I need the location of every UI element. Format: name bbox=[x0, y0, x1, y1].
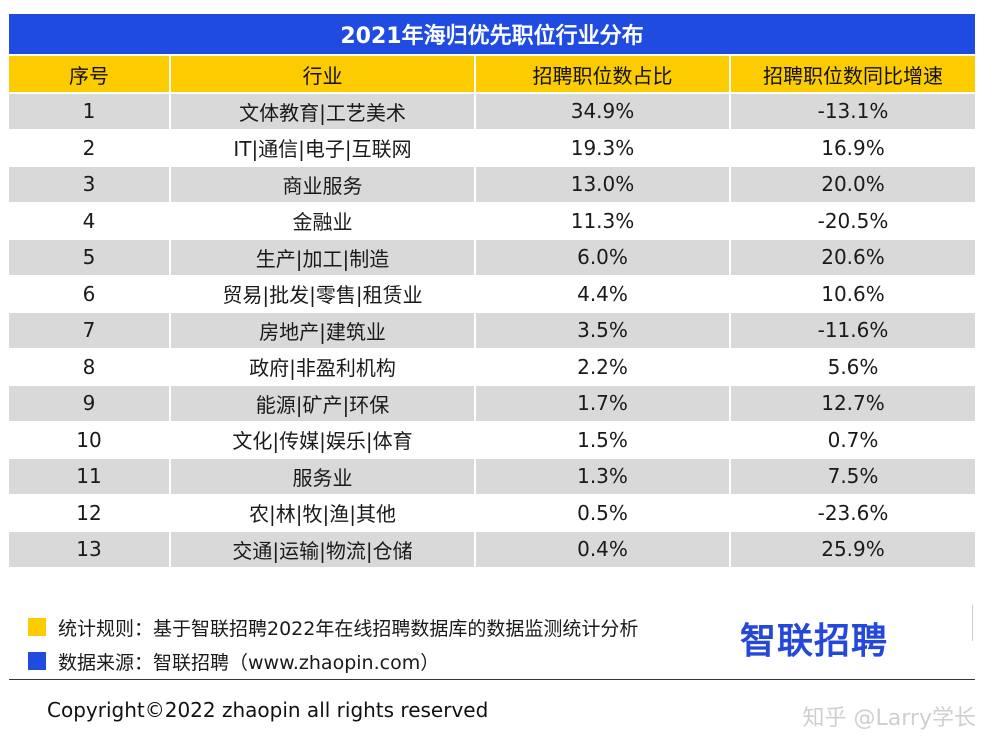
legend-item-rule: 统计规则：基于智联招聘2022年在线招聘数据库的数据监测统计分析 bbox=[28, 610, 638, 644]
header-industry: 行业 bbox=[169, 56, 474, 92]
table-row: 13 交通|运输|物流|仓储 0.4% 25.9% bbox=[9, 532, 975, 567]
industry-table: 序号 行业 招聘职位数占比 招聘职位数同比增速 1 文体教育|工艺美术 34.9% -… bbox=[9, 54, 975, 569]
zhaopin-logo: 智联招聘 bbox=[740, 621, 889, 662]
divider-horizontal bbox=[9, 679, 975, 680]
legend: 统计规则：基于智联招聘2022年在线招聘数据库的数据监测统计分析 数据来源：智联… bbox=[28, 610, 638, 678]
cell-share: 0.4% bbox=[474, 532, 729, 567]
cell-index: 12 bbox=[9, 495, 169, 530]
table-row: 12 农|林|牧|渔|其他 0.5% -23.6% bbox=[9, 495, 975, 530]
cell-share: 3.5% bbox=[474, 313, 729, 348]
cell-share: 2.2% bbox=[474, 349, 729, 384]
cell-index: 3 bbox=[9, 167, 169, 202]
header-index: 序号 bbox=[9, 56, 169, 92]
cell-growth: 16.9% bbox=[729, 130, 975, 165]
cell-index: 6 bbox=[9, 276, 169, 311]
legend-item-source: 数据来源：智联招聘（www.zhaopin.com） bbox=[28, 644, 638, 678]
cell-industry: 金融业 bbox=[169, 203, 474, 238]
cell-growth: 20.6% bbox=[729, 240, 975, 275]
cell-index: 4 bbox=[9, 203, 169, 238]
cell-index: 5 bbox=[9, 240, 169, 275]
cell-industry: 商业服务 bbox=[169, 167, 474, 202]
table-header-row: 序号 行业 招聘职位数占比 招聘职位数同比增速 bbox=[9, 56, 975, 92]
cell-index: 8 bbox=[9, 349, 169, 384]
table-row: 3 商业服务 13.0% 20.0% bbox=[9, 167, 975, 202]
table-row: 4 金融业 11.3% -20.5% bbox=[9, 203, 975, 238]
cell-growth: 12.7% bbox=[729, 386, 975, 421]
cell-index: 2 bbox=[9, 130, 169, 165]
cell-growth: 25.9% bbox=[729, 532, 975, 567]
cell-index: 11 bbox=[9, 459, 169, 494]
cell-growth: 0.7% bbox=[729, 422, 975, 457]
cell-industry: 政府|非盈利机构 bbox=[169, 349, 474, 384]
cell-industry: 房地产|建筑业 bbox=[169, 313, 474, 348]
divider-vertical bbox=[972, 605, 973, 641]
cell-growth: -11.6% bbox=[729, 313, 975, 348]
cell-share: 1.3% bbox=[474, 459, 729, 494]
cell-industry: 文化|传媒|娱乐|体育 bbox=[169, 422, 474, 457]
cell-share: 13.0% bbox=[474, 167, 729, 202]
table-row: 7 房地产|建筑业 3.5% -11.6% bbox=[9, 313, 975, 348]
cell-industry: 文体教育|工艺美术 bbox=[169, 94, 474, 129]
cell-growth: 5.6% bbox=[729, 349, 975, 384]
cell-share: 1.7% bbox=[474, 386, 729, 421]
header-growth: 招聘职位数同比增速 bbox=[729, 56, 975, 92]
watermark: 知乎 @Larry学长 bbox=[802, 706, 976, 731]
copyright-text: Copyright©2022 zhaopin all rights reserv… bbox=[47, 698, 489, 722]
table-row: 1 文体教育|工艺美术 34.9% -13.1% bbox=[9, 94, 975, 129]
legend-source-text: 数据来源：智联招聘（www.zhaopin.com） bbox=[58, 651, 440, 674]
cell-growth: -13.1% bbox=[729, 94, 975, 129]
cell-growth: 20.0% bbox=[729, 167, 975, 202]
table-body: 1 文体教育|工艺美术 34.9% -13.1% 2 IT|通信|电子|互联网 19.3% 1… bbox=[9, 94, 975, 567]
cell-share: 11.3% bbox=[474, 203, 729, 238]
cell-index: 9 bbox=[9, 386, 169, 421]
cell-share: 34.9% bbox=[474, 94, 729, 129]
cell-index: 7 bbox=[9, 313, 169, 348]
cell-industry: 能源|矿产|环保 bbox=[169, 386, 474, 421]
cell-industry: 生产|加工|制造 bbox=[169, 240, 474, 275]
cell-index: 1 bbox=[9, 94, 169, 129]
cell-industry: 服务业 bbox=[169, 459, 474, 494]
cell-growth: 7.5% bbox=[729, 459, 975, 494]
industry-table-card: 2021年海归优先职位行业分布 序号 行业 招聘职位数占比 招聘职位数同比增速 … bbox=[9, 14, 975, 569]
header-share: 招聘职位数占比 bbox=[474, 56, 729, 92]
cell-index: 13 bbox=[9, 532, 169, 567]
cell-industry: IT|通信|电子|互联网 bbox=[169, 130, 474, 165]
table-row: 6 贸易|批发|零售|租赁业 4.4% 10.6% bbox=[9, 276, 975, 311]
cell-share: 0.5% bbox=[474, 495, 729, 530]
cell-industry: 贸易|批发|零售|租赁业 bbox=[169, 276, 474, 311]
table-row: 2 IT|通信|电子|互联网 19.3% 16.9% bbox=[9, 130, 975, 165]
cell-industry: 农|林|牧|渔|其他 bbox=[169, 495, 474, 530]
table-row: 8 政府|非盈利机构 2.2% 5.6% bbox=[9, 349, 975, 384]
table-row: 9 能源|矿产|环保 1.7% 12.7% bbox=[9, 386, 975, 421]
table-row: 5 生产|加工|制造 6.0% 20.6% bbox=[9, 240, 975, 275]
yellow-square-icon bbox=[28, 618, 46, 636]
cell-share: 19.3% bbox=[474, 130, 729, 165]
cell-share: 1.5% bbox=[474, 422, 729, 457]
table-row: 11 服务业 1.3% 7.5% bbox=[9, 459, 975, 494]
legend-rule-text: 统计规则：基于智联招聘2022年在线招聘数据库的数据监测统计分析 bbox=[58, 617, 639, 640]
cell-index: 10 bbox=[9, 422, 169, 457]
cell-industry: 交通|运输|物流|仓储 bbox=[169, 532, 474, 567]
table-row: 10 文化|传媒|娱乐|体育 1.5% 0.7% bbox=[9, 422, 975, 457]
cell-growth: 10.6% bbox=[729, 276, 975, 311]
cell-share: 6.0% bbox=[474, 240, 729, 275]
blue-square-icon bbox=[28, 652, 46, 670]
cell-share: 4.4% bbox=[474, 276, 729, 311]
cell-growth: -23.6% bbox=[729, 495, 975, 530]
table-title: 2021年海归优先职位行业分布 bbox=[9, 14, 975, 54]
cell-growth: -20.5% bbox=[729, 203, 975, 238]
